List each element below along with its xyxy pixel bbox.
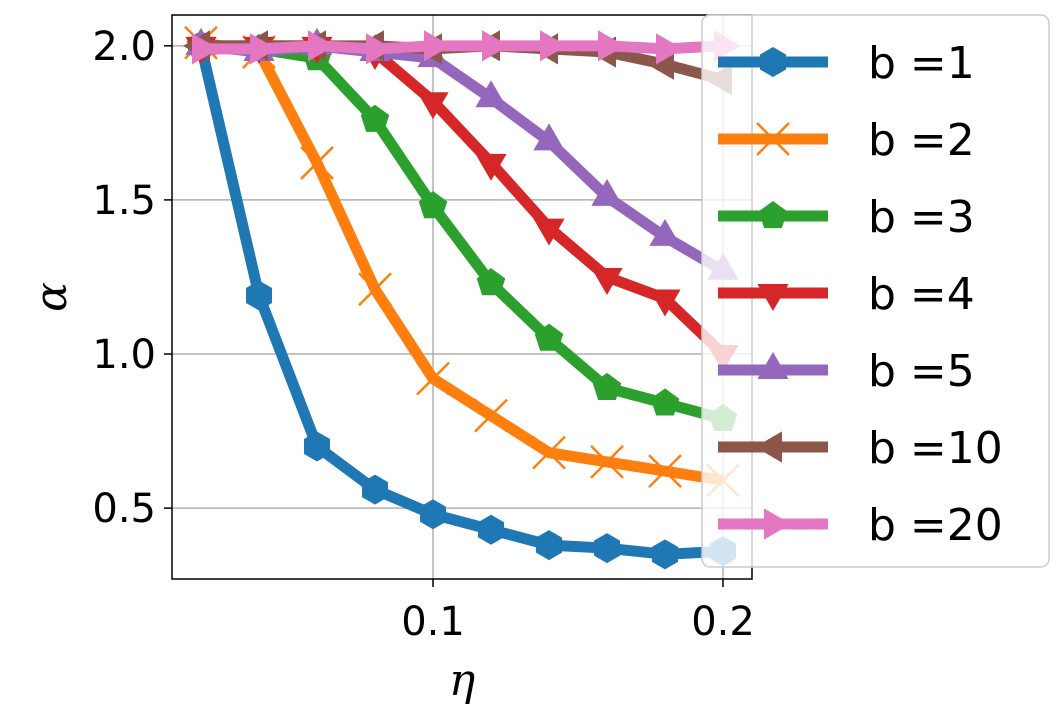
data-point xyxy=(598,30,625,62)
data-point xyxy=(590,445,624,479)
legend-label: b =4 xyxy=(868,269,975,320)
data-point xyxy=(308,30,335,62)
series-line xyxy=(201,40,724,55)
y-tick-label: 1.5 xyxy=(92,178,156,224)
legend: b =1 b =2 b =3 b =4 b =5 b =10 b =20 xyxy=(701,14,1050,568)
data-point xyxy=(416,361,450,396)
y-tick-label: 0.5 xyxy=(92,486,156,532)
series-layer xyxy=(183,25,741,570)
data-point xyxy=(192,33,219,65)
data-point xyxy=(300,146,334,180)
data-point xyxy=(534,323,564,351)
legend-entry: b =10 xyxy=(718,423,1003,474)
axis-ticks: 0.1 0.2 0.5 1.0 1.5 2.0 xyxy=(92,24,754,645)
legend-marker xyxy=(760,47,786,77)
data-point xyxy=(358,272,392,307)
data-point xyxy=(652,539,678,570)
data-point xyxy=(592,372,622,401)
legend-label: b =3 xyxy=(868,192,975,243)
legend-label: b =1 xyxy=(868,38,975,89)
data-point xyxy=(656,33,683,65)
series-line xyxy=(195,44,724,560)
legend-entry: b =20 xyxy=(718,500,1003,551)
data-point xyxy=(304,431,330,462)
legend-entry: b =5 xyxy=(718,346,975,397)
data-point xyxy=(650,388,680,416)
legend-marker xyxy=(755,431,782,463)
legend-marker xyxy=(764,508,791,540)
legend-marker xyxy=(758,201,788,229)
legend-entry: b =2 xyxy=(718,115,975,166)
data-point xyxy=(360,104,390,132)
data-point xyxy=(476,268,506,296)
data-point xyxy=(482,30,509,62)
data-point xyxy=(536,530,562,561)
legend-label: b =20 xyxy=(868,500,1003,551)
data-point xyxy=(532,435,566,470)
legend-label: b =2 xyxy=(868,115,975,166)
x-tick-label: 0.2 xyxy=(691,599,755,645)
data-point xyxy=(540,30,567,62)
legend-entry: b =3 xyxy=(718,192,975,243)
legend-label: b =5 xyxy=(868,346,975,397)
data-point xyxy=(418,191,448,219)
data-point xyxy=(475,80,507,108)
y-axis-label: α xyxy=(26,282,77,312)
y-tick-label: 2.0 xyxy=(92,24,156,70)
series-line xyxy=(200,37,724,486)
data-point xyxy=(475,153,507,181)
data-point xyxy=(591,178,623,206)
data-point xyxy=(474,398,508,433)
legend-marker xyxy=(756,122,790,156)
x-axis-label: η xyxy=(449,655,475,706)
data-point xyxy=(648,454,682,489)
data-point xyxy=(250,33,277,65)
legend-entry: b =1 xyxy=(718,38,975,89)
data-point xyxy=(417,92,449,120)
legend-entry: b =4 xyxy=(718,269,975,320)
y-tick-label: 1.0 xyxy=(92,332,156,378)
legend-marker xyxy=(757,352,789,379)
data-point xyxy=(649,218,681,246)
x-tick-label: 0.1 xyxy=(401,599,465,645)
data-point xyxy=(420,499,446,530)
data-point xyxy=(533,123,565,151)
data-point xyxy=(366,33,393,65)
legend-label: b =10 xyxy=(868,423,1003,474)
data-point xyxy=(649,289,681,317)
data-point xyxy=(478,514,504,545)
data-point xyxy=(246,280,272,311)
data-point xyxy=(424,30,451,62)
data-point xyxy=(362,474,388,505)
data-point xyxy=(594,533,620,564)
legend-marker xyxy=(757,284,789,311)
data-point xyxy=(591,267,623,295)
data-point xyxy=(533,218,565,246)
